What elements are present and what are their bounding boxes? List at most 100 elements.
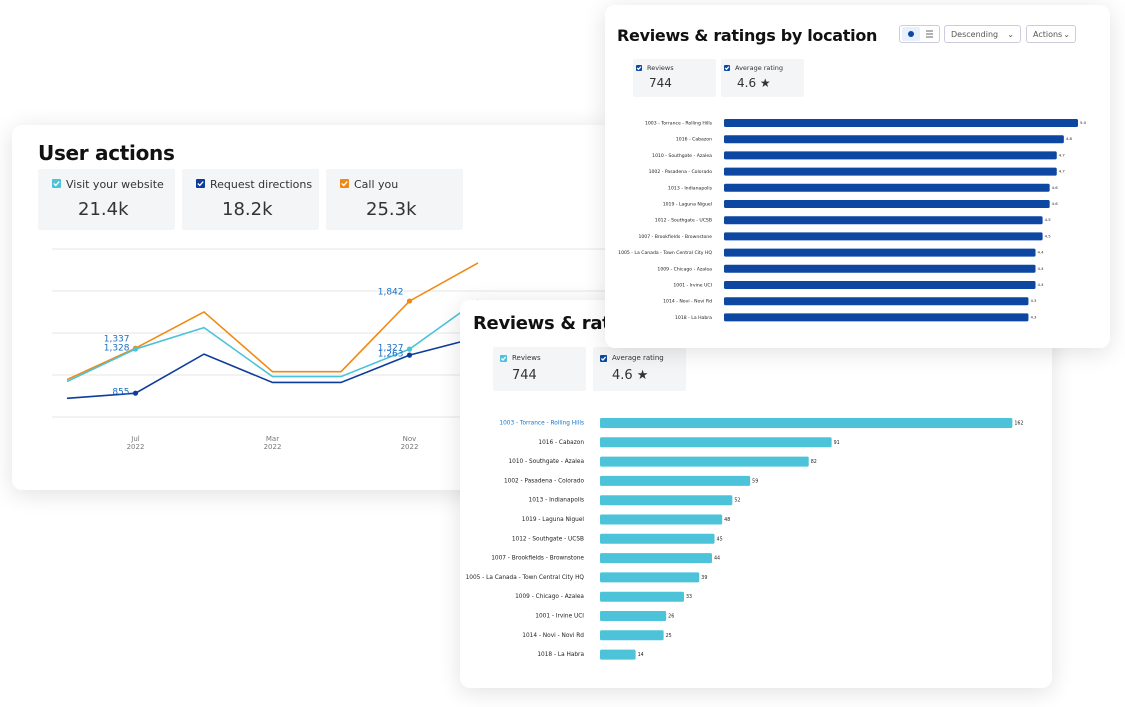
chart: 1003 - Torrance - Rolling Hills 162 1016 -… [466, 418, 1024, 660]
category-label: 1018 - La Habra [675, 315, 712, 321]
value-label: 4.6 [1052, 201, 1059, 206]
category-label: 1014 - Novi - Novi Rd [663, 299, 712, 305]
kpi-card: Reviews 744 [633, 59, 716, 97]
kpi-value: 25.3k [366, 199, 417, 220]
category-label: 1016 - Cabazon [538, 440, 584, 446]
value-label: 25 [666, 633, 672, 639]
x-tick-label: Jul 2022 [126, 435, 145, 451]
kpi-card: Reviews 744 [493, 347, 586, 391]
kpi-checkbox [636, 65, 642, 71]
bar [724, 216, 1043, 225]
kpi-value: 18.2k [222, 199, 273, 220]
value-label: 5.0 [1080, 120, 1087, 125]
bar [600, 611, 667, 621]
bar [724, 183, 1050, 192]
kpi-label: Visit your website [66, 178, 164, 191]
kpi-label: Call you [354, 178, 399, 191]
value-label: 4.4 [1038, 282, 1045, 287]
data-label: 855 [112, 388, 129, 398]
bar [724, 200, 1050, 208]
kpi-card: Average rating 4.6 ★ [593, 347, 686, 391]
value-label: 162 [1014, 421, 1023, 427]
category-label: 1003 - Torrance - Rolling Hills [645, 121, 713, 127]
actions-dropdown[interactable]: Actions ⌄ [1026, 25, 1076, 43]
category-label: 1009 - Chicago - Azalea [515, 594, 584, 600]
data-label: 1,263 [378, 350, 404, 360]
checkbox-check [724, 66, 730, 71]
category-label: 1009 - Chicago - Azalea [657, 266, 712, 272]
value-label: 4.7 [1059, 169, 1066, 174]
view-toggle[interactable] [899, 25, 940, 43]
value-label: 39 [701, 575, 707, 581]
actions-label: Actions [1033, 29, 1063, 39]
category-label: 1013 - Indianapolis [529, 498, 584, 504]
series-line [66, 262, 479, 381]
category-label: 1019 - Laguna Niguel [663, 202, 712, 208]
kpi-checkbox [340, 179, 349, 188]
kpi-value: 4.6 ★ [612, 368, 649, 383]
category-label: 1005 - La Canada - Town Central City HQ [466, 575, 585, 581]
value-label: 4.5 [1045, 233, 1052, 238]
kpi-label: Reviews [512, 354, 541, 362]
kpi-label: Average rating [735, 64, 784, 72]
kpi-checkbox [196, 179, 205, 188]
bar [600, 649, 636, 660]
category-label: 1019 - Laguna Niguel [522, 517, 585, 523]
kpi-value: 21.4k [78, 199, 129, 220]
data-label: 1,337 [104, 335, 130, 345]
kpi-card: Average rating 4.6 ★ [721, 59, 804, 97]
value-label: 4.5 [1045, 217, 1052, 222]
data-point [132, 390, 139, 396]
data-point [406, 346, 413, 352]
value-label: 45 [717, 536, 723, 542]
bar [600, 630, 664, 641]
bar [724, 313, 1029, 322]
category-label: 1014 - Novi - Novi Rd [522, 633, 584, 639]
data-label: 1,327 [378, 344, 404, 354]
value-label: 4.3 [1030, 314, 1037, 319]
x-tick-label: Mar 2022 [263, 435, 282, 451]
value-label: 33 [686, 594, 692, 600]
data-label: 1,842 [378, 288, 404, 298]
bar [724, 281, 1036, 289]
kpi-card: Call you 25.3k [326, 169, 463, 230]
sort-dropdown[interactable]: Descending ⌄ [944, 25, 1021, 43]
kpi-label: Average rating [612, 354, 664, 362]
value-label: 4.3 [1030, 298, 1037, 303]
sort-label: Descending [951, 29, 999, 39]
value-label: 4.4 [1038, 266, 1045, 271]
pie-icon [908, 31, 914, 37]
toggle-icons [902, 27, 933, 41]
category-label: 1007 - Brookfields - Brownstone [491, 556, 584, 562]
bar [600, 475, 751, 486]
value-label: 4.6 [1052, 185, 1059, 190]
bar [600, 437, 832, 448]
checkbox-check [53, 181, 60, 187]
kpi-value: 744 [512, 368, 537, 383]
bar [600, 591, 684, 602]
bar [724, 232, 1043, 241]
category-label: 1013 - Indianapolis [668, 185, 713, 191]
bar [600, 553, 712, 564]
kpi-card: Request directions 18.2k [182, 169, 319, 230]
value-label: 91 [834, 440, 840, 446]
kpi-label: Request directions [210, 178, 313, 191]
chart: 1003 - Torrance - Rolling Hills 5.0 1016 -… [618, 119, 1087, 322]
value-label: 52 [734, 498, 740, 504]
ratings-card: Reviews & ratings by location Descending… [605, 5, 1110, 348]
checkbox-check [341, 181, 348, 187]
category-label: 1010 - Southgate - Azalea [508, 459, 584, 465]
category-label: 1002 - Pasadena - Colorado [504, 478, 585, 484]
kpi-checkbox [500, 355, 507, 362]
category-label: 1012 - Southgate - UCSB [655, 218, 712, 224]
category-label: 1016 - Cabazon [676, 137, 712, 143]
kpi-value: 4.6 ★ [737, 76, 771, 90]
kpi-row: Reviews 744 Average rating 4.6 ★ [633, 59, 804, 97]
bar [600, 514, 723, 525]
kpi-row: Reviews 744 Average rating 4.6 ★ [493, 347, 686, 391]
checkbox-check [636, 66, 642, 71]
bar [724, 264, 1036, 273]
value-label: 44 [714, 556, 720, 562]
bar [724, 151, 1057, 160]
checkbox-check [197, 181, 204, 187]
